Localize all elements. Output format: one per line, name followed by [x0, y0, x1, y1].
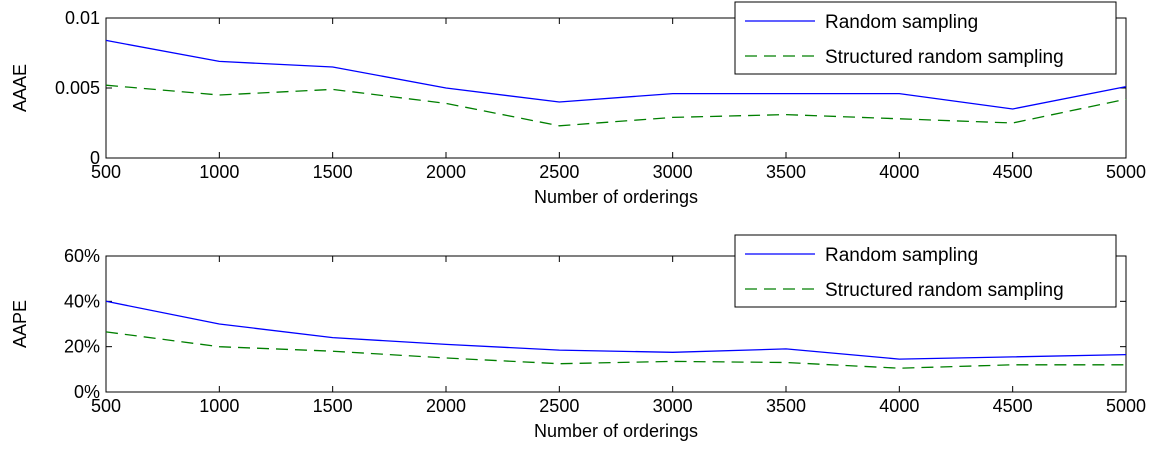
x-tick-label: 5000 — [1106, 396, 1146, 416]
x-tick-label: 4000 — [879, 396, 919, 416]
y-tick-label: 20% — [64, 337, 100, 357]
x-tick-label: 3500 — [766, 396, 806, 416]
x-tick-label: 2000 — [426, 162, 466, 182]
y-axis-label: AAPE — [10, 300, 30, 348]
series-line-2 — [105, 84, 1127, 127]
chart-panel-2: 500 1000 1500 2000 2500 3000 3500 4000 4500 5000 0… — [10, 234, 1146, 441]
x-tick-label: 3000 — [653, 162, 693, 182]
y-tick-label: 60% — [64, 246, 100, 266]
legend: Random sampling Structured random samplin… — [734, 234, 1117, 308]
legend-box — [734, 234, 1117, 308]
y-axis-label: AAAE — [10, 64, 30, 112]
x-tick-label: 4500 — [993, 396, 1033, 416]
y-tick-label: 0.005 — [55, 78, 100, 98]
x-tick-label: 1000 — [199, 162, 239, 182]
x-tick-label: 1500 — [313, 162, 353, 182]
x-tick-label: 5000 — [1106, 162, 1146, 182]
y-tick-label: 0 — [90, 148, 100, 168]
chart-panel-1: 500 1000 1500 2000 2500 3000 3500 4000 4500 5000 0… — [10, 1, 1146, 207]
x-axis-label: Number of orderings — [534, 187, 698, 207]
y-tick-label: 40% — [64, 291, 100, 311]
legend: Random sampling Structured random samplin… — [734, 1, 1117, 75]
legend-box — [734, 1, 1117, 75]
legend-label-2: Structured random sampling — [825, 47, 1064, 68]
legend-label-1: Random sampling — [825, 12, 978, 33]
series-line-2 — [105, 331, 1126, 369]
legend-label-1: Random sampling — [825, 245, 978, 266]
x-tick-label: 4500 — [993, 162, 1033, 182]
x-axis-label: Number of orderings — [534, 421, 698, 441]
x-tick-label: 3500 — [766, 162, 806, 182]
x-tick-label: 500 — [91, 162, 121, 182]
y-tick-label: 0% — [74, 382, 100, 402]
legend-label-2: Structured random sampling — [825, 280, 1064, 301]
x-tick-label: 2000 — [426, 396, 466, 416]
series-line-1 — [105, 300, 1127, 360]
x-tick-label: 1500 — [313, 396, 353, 416]
x-tick-label: 3000 — [653, 396, 693, 416]
y-tick-label: 0.01 — [65, 8, 100, 28]
x-tick-label: 1000 — [199, 396, 239, 416]
x-tick-label: 2500 — [539, 396, 579, 416]
x-tick-label: 2500 — [539, 162, 579, 182]
series-line-1 — [105, 39, 1127, 110]
x-tick-label: 4000 — [879, 162, 919, 182]
x-tick-label: 500 — [91, 396, 121, 416]
